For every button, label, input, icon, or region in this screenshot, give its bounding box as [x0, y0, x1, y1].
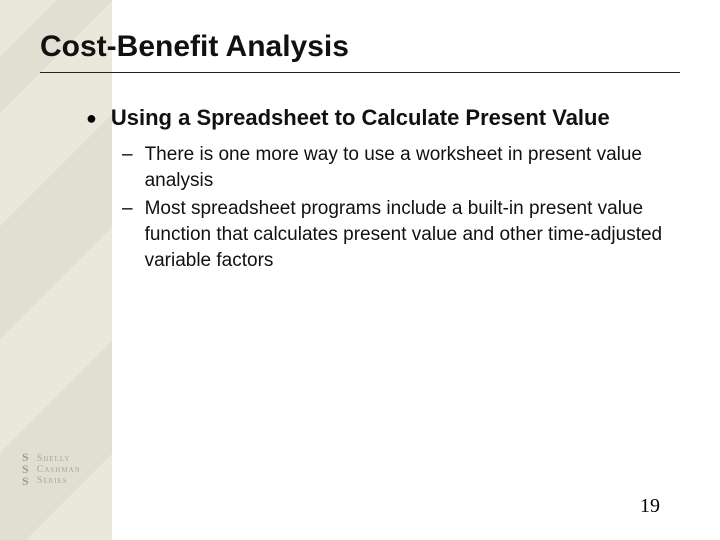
bullet-level1: ● Using a Spreadsheet to Calculate Prese… — [86, 104, 681, 274]
logo-mark: S S S — [22, 452, 29, 486]
logo-letter: S — [22, 464, 29, 474]
logo-line: Cashman — [37, 464, 81, 475]
title-underline — [40, 72, 680, 73]
bullet-level2-item: – There is one more way to use a workshe… — [122, 142, 681, 194]
logo-letter: S — [22, 476, 29, 486]
logo-text: Shelly Cashman Series — [37, 453, 81, 486]
bullet-level2-list: – There is one more way to use a workshe… — [122, 142, 681, 274]
series-logo: S S S Shelly Cashman Series — [22, 452, 81, 486]
page-number: 19 — [640, 495, 660, 518]
bullet-marker-dash: – — [122, 196, 133, 222]
slide-title: Cost-Benefit Analysis — [40, 30, 349, 64]
bullet-marker-disc: ● — [86, 104, 97, 132]
bullet-level2-text: Most spreadsheet programs include a buil… — [145, 196, 681, 274]
bullet-level2-item: – Most spreadsheet programs include a bu… — [122, 196, 681, 274]
bullet-marker-dash: – — [122, 142, 133, 168]
bullet-level1-text: Using a Spreadsheet to Calculate Present… — [111, 104, 610, 132]
logo-line: Series — [37, 475, 81, 486]
logo-letter: S — [22, 452, 29, 462]
bullet-level2-text: There is one more way to use a worksheet… — [145, 142, 681, 194]
logo-line: Shelly — [37, 453, 81, 464]
content-area: ● Using a Spreadsheet to Calculate Prese… — [86, 104, 681, 290]
